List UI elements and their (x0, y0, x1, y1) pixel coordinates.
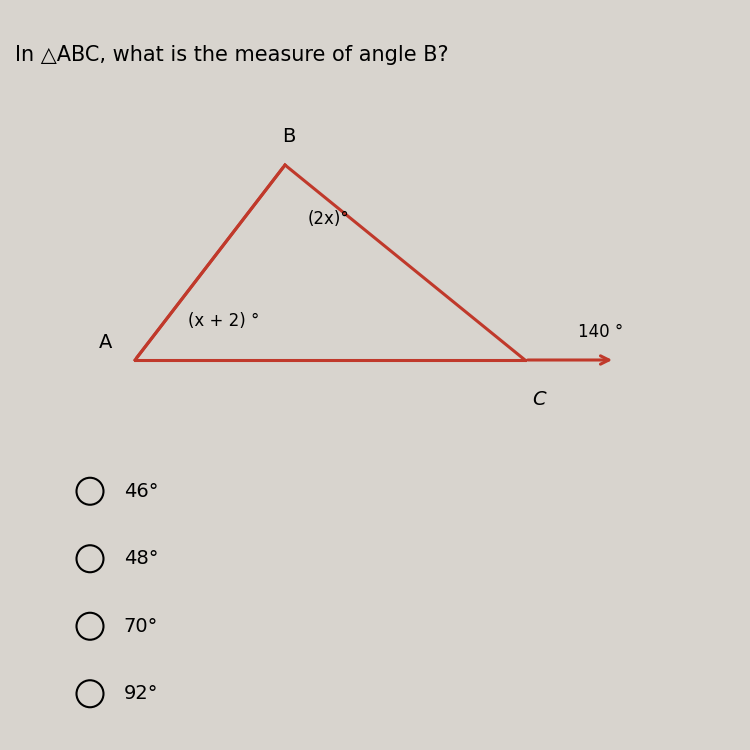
Text: A: A (99, 334, 112, 352)
Text: 46°: 46° (124, 482, 158, 501)
Text: C: C (532, 390, 546, 409)
Text: (x + 2) °: (x + 2) ° (188, 312, 259, 330)
Text: (2x)°: (2x)° (308, 210, 350, 228)
Text: 92°: 92° (124, 684, 158, 703)
Text: 70°: 70° (124, 616, 158, 636)
Text: 140 °: 140 ° (578, 323, 622, 341)
Text: In △ABC, what is the measure of angle B?: In △ABC, what is the measure of angle B? (15, 45, 448, 65)
Text: 48°: 48° (124, 549, 158, 568)
Text: B: B (282, 128, 296, 146)
